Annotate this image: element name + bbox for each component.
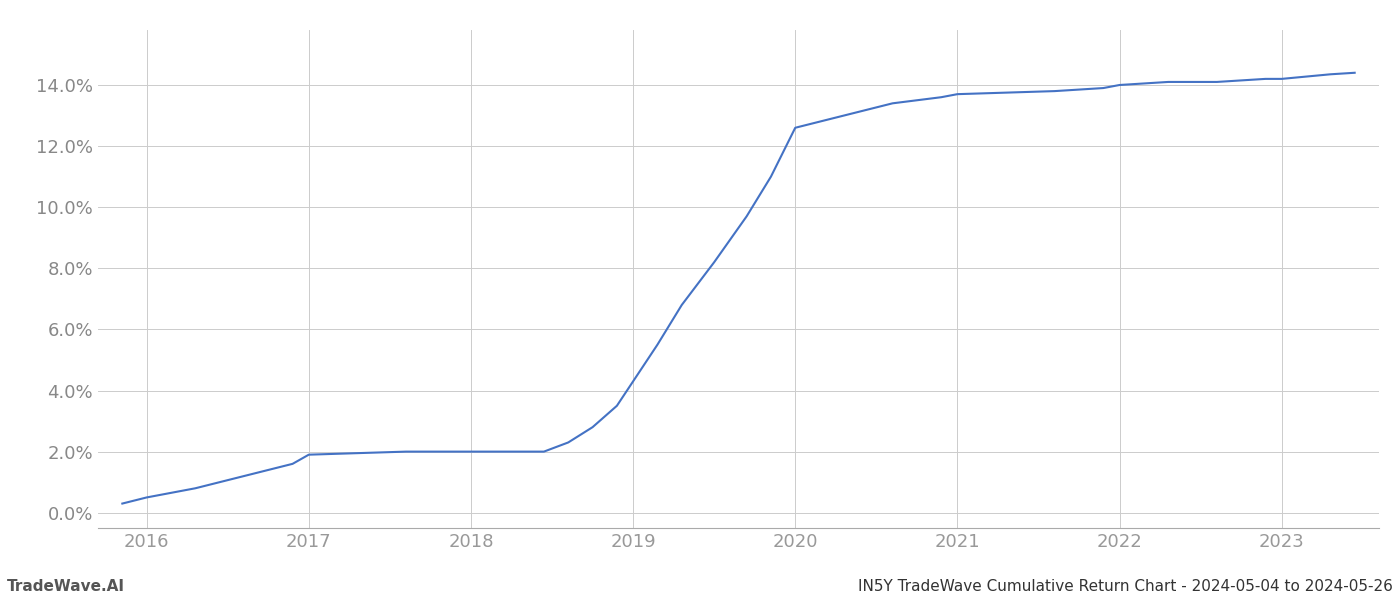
Text: TradeWave.AI: TradeWave.AI	[7, 579, 125, 594]
Text: IN5Y TradeWave Cumulative Return Chart - 2024-05-04 to 2024-05-26: IN5Y TradeWave Cumulative Return Chart -…	[858, 579, 1393, 594]
